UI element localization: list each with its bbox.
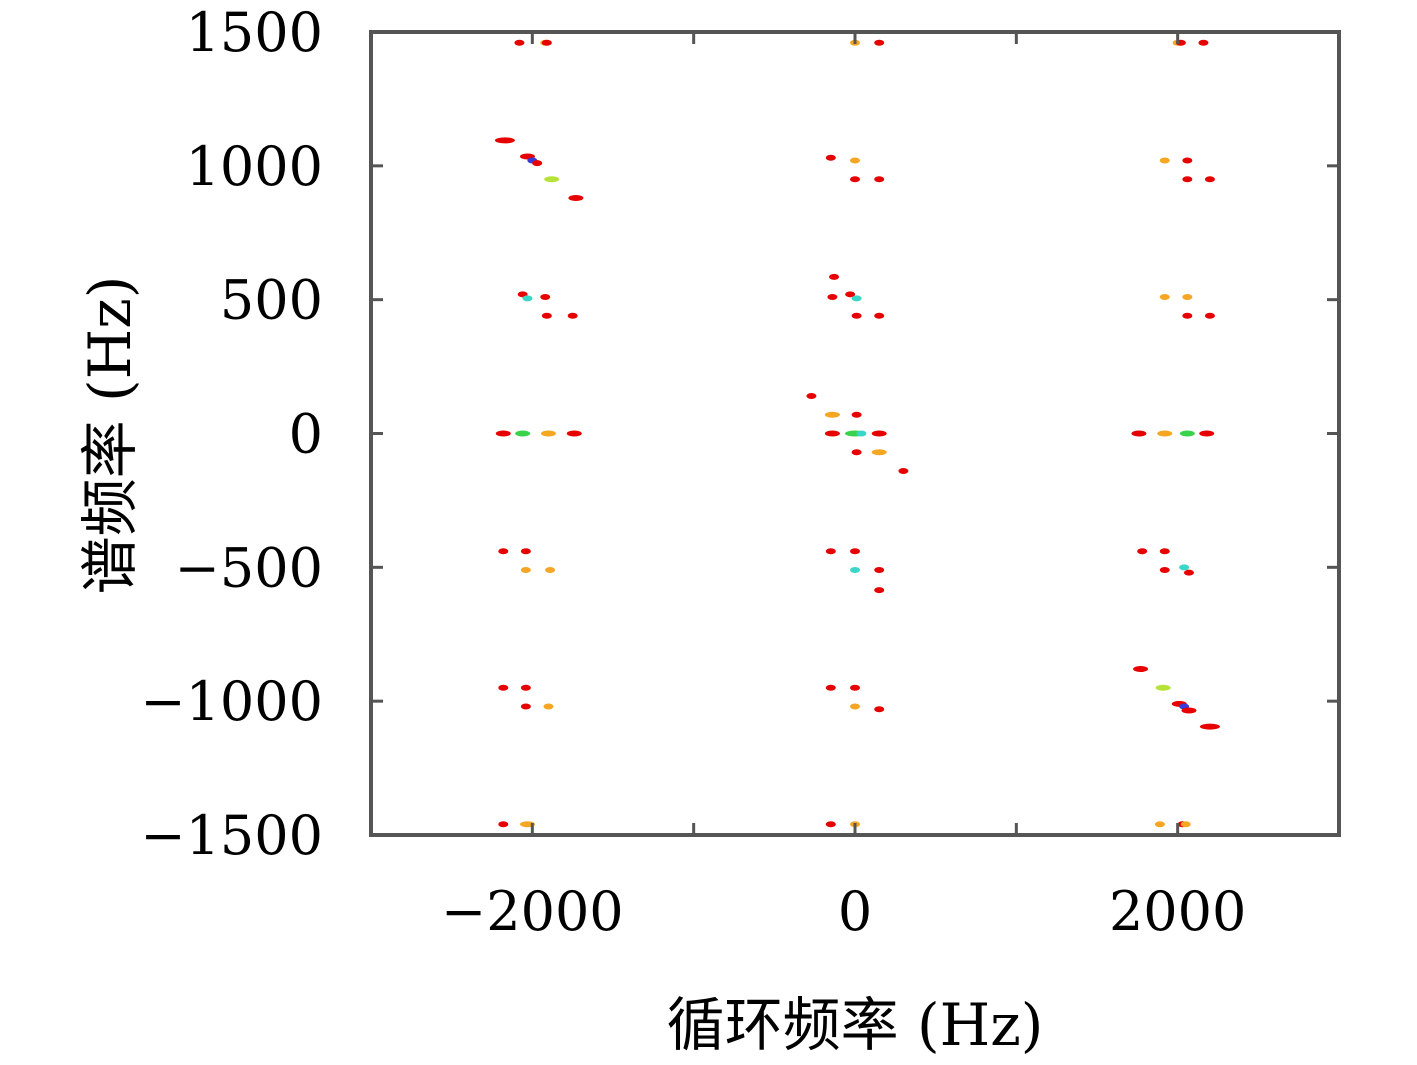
data-point [1159,548,1170,555]
data-point [1204,312,1215,319]
data-point [498,684,509,691]
data-point [1199,430,1215,437]
data-point [1182,293,1193,300]
data-point [498,821,509,828]
data-point [874,587,885,594]
data-point [1159,567,1170,574]
data-point [1159,157,1170,164]
data-point [540,293,551,300]
data-point [825,821,836,828]
data-point [829,273,840,280]
data-point [1198,39,1209,46]
y-tick-label: 1000 [186,135,323,198]
y-tick-label: 500 [220,269,323,332]
data-point [850,548,860,555]
data-point [856,430,867,437]
data-point [1204,176,1215,183]
data-point [1157,430,1173,437]
data-point [520,548,531,555]
data-point [567,312,578,319]
data-point [520,567,531,574]
axis-ticks [371,30,1339,837]
data-point [1199,723,1220,730]
data-point [1179,430,1195,437]
data-point [515,430,531,437]
x-axis-label: 循环频率 (Hz) [667,991,1044,1059]
data-point [850,684,860,691]
data-point [871,430,887,437]
data-point [851,449,862,456]
data-point [824,430,840,437]
data-point [874,567,885,574]
data-point [898,467,909,474]
data-point [541,312,552,319]
y-axis-label: 谱频率 (Hz) [76,276,144,595]
data-marks [494,39,1220,828]
data-point [874,706,885,713]
data-point [1159,293,1170,300]
data-point [850,567,860,574]
data-point [824,411,840,418]
data-point [1182,312,1193,319]
data-point [545,567,556,574]
data-point [850,703,860,710]
data-point [1182,176,1193,183]
x-tick-label: 0 [838,880,872,943]
y-tick-label: 0 [289,403,323,466]
data-point [520,684,531,691]
data-point [851,295,862,302]
data-point [494,137,515,144]
data-point [520,703,531,710]
data-point [498,548,509,555]
data-point [851,411,862,418]
data-point [522,295,533,302]
x-tick-label: 2000 [1109,880,1246,943]
data-point [1179,564,1190,571]
data-point [1154,821,1165,828]
data-point [825,154,836,161]
axis-tick-labels: −2000 0 2000 −1500 −1000 −500 0 500 1000 1500 [140,1,1246,943]
data-point [544,176,560,183]
data-point [540,430,556,437]
data-point [1180,821,1191,828]
data-point [874,176,885,183]
data-point [850,176,860,183]
data-point [1183,569,1194,576]
data-point [825,684,836,691]
y-tick-label: 1500 [186,1,323,64]
data-point [532,160,543,167]
data-point [850,157,860,164]
x-tick-label: −2000 [441,880,624,943]
data-point [874,39,885,46]
data-point [874,312,885,319]
data-point [825,548,836,555]
data-point [1131,430,1147,437]
data-point [566,430,582,437]
data-point [1155,684,1171,691]
data-point [871,449,887,456]
data-point [1133,666,1149,673]
data-point [541,39,552,46]
data-point [827,293,838,300]
data-point [514,39,525,46]
data-point [1137,548,1148,555]
data-point [1181,707,1197,714]
data-point [851,312,862,319]
data-point [845,291,856,298]
data-point [543,703,554,710]
data-point [806,393,817,400]
y-tick-label: −1000 [140,670,323,733]
y-tick-label: −500 [175,536,323,599]
y-tick-label: −1500 [140,804,323,867]
data-point [1182,157,1193,164]
data-point [568,194,584,201]
data-point [495,430,511,437]
